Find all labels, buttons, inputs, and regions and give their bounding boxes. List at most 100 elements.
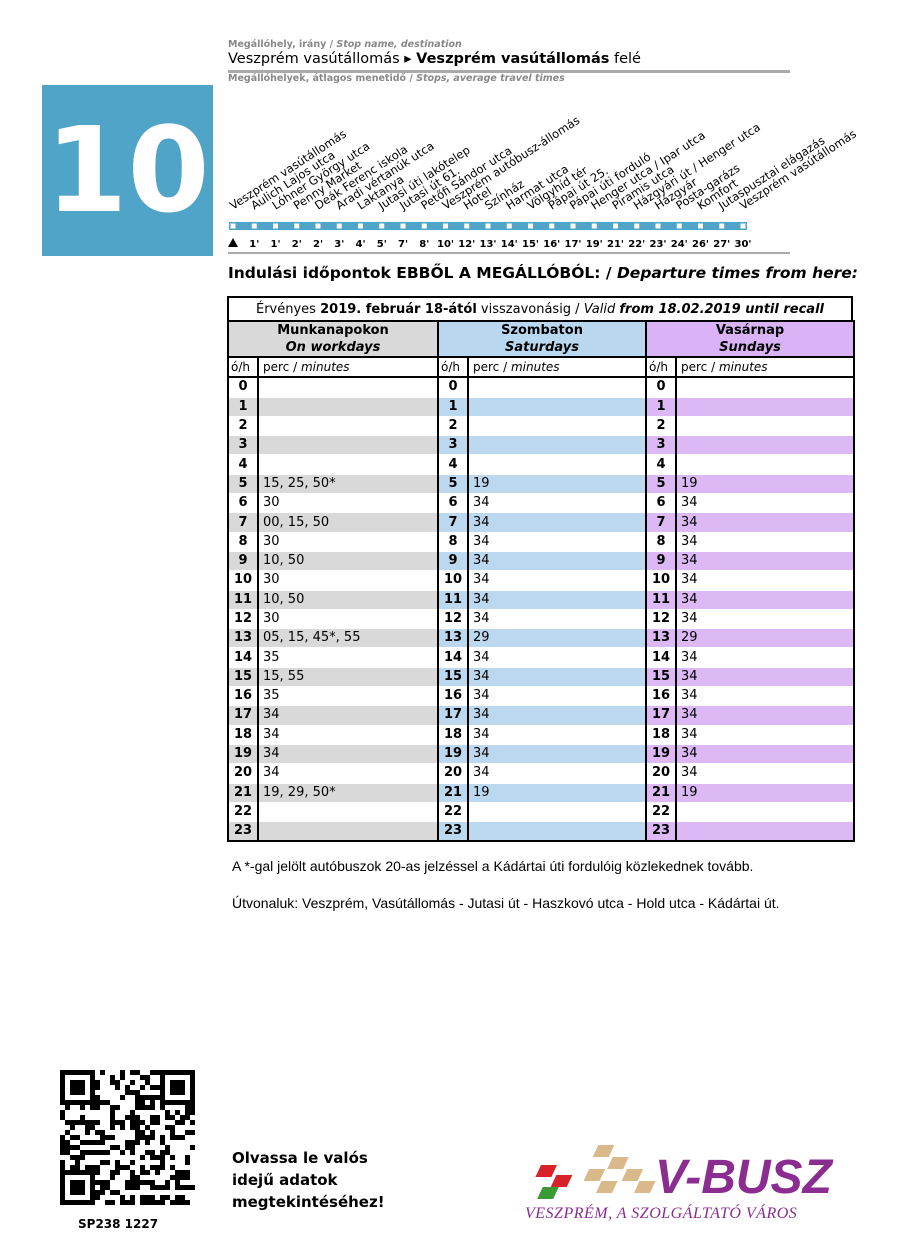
qr-module: [100, 1100, 105, 1105]
hour: 19: [646, 744, 678, 764]
qr-module: [185, 1175, 190, 1180]
rule: [228, 70, 790, 73]
stop-dot: [335, 222, 343, 230]
minutes: 15, 25, 50*: [258, 474, 439, 494]
qr-module: [130, 1200, 135, 1205]
minutes: [676, 802, 856, 822]
stop-label: Megállóhely, irány / Stop name, destinat…: [228, 39, 462, 50]
qr-module: [105, 1150, 110, 1155]
minutes: 34: [258, 705, 439, 726]
stop-time: 2': [292, 239, 302, 250]
minutes: 34: [676, 609, 856, 629]
qr-module: [145, 1200, 150, 1205]
qr-module: [115, 1165, 120, 1170]
stop-dot: [697, 222, 704, 230]
brand: V-BUSZ: [655, 1151, 832, 1204]
minutes: [676, 377, 856, 398]
day-header: Vasárnap Sundays: [645, 320, 856, 358]
qr-module: [175, 1195, 180, 1200]
minutes: 29: [468, 628, 648, 648]
minutes: 29: [676, 628, 856, 648]
hour-row: 9 10, 50 9 34 9 34: [228, 551, 856, 571]
qr-module: [145, 1150, 150, 1155]
qr-module: [170, 1155, 175, 1160]
qr-module: [185, 1115, 190, 1120]
hour: 4: [438, 454, 469, 475]
stop-time: 23': [650, 239, 667, 250]
stop-time: 8': [419, 239, 429, 250]
qr-module: [145, 1180, 150, 1185]
qr-module: [95, 1165, 100, 1170]
stop-time: 21': [607, 239, 624, 250]
stop-time: 5': [377, 239, 387, 250]
qr-module: [130, 1145, 135, 1150]
hour: 20: [438, 763, 469, 784]
stop-dot: [442, 222, 449, 230]
qr-module: [150, 1135, 155, 1140]
day-hu: Vasárnap: [715, 323, 785, 338]
qr-module: [155, 1170, 160, 1175]
hour: 13: [646, 628, 678, 648]
qr-module: [145, 1195, 150, 1200]
qr-module: [100, 1150, 105, 1155]
stop-dot: [484, 222, 492, 230]
qr-module: [95, 1150, 100, 1155]
hour: 23: [438, 821, 469, 842]
qr-module: [175, 1175, 180, 1180]
subheader-row: ó/h perc / minutes ó/h perc / minutes ó/h per…: [228, 357, 856, 378]
qr-module: [135, 1120, 140, 1125]
qr-module: [90, 1125, 95, 1130]
qr-module: [95, 1190, 100, 1195]
hour: 9: [646, 551, 678, 571]
qr-module: [70, 1135, 75, 1140]
qr-module: [120, 1165, 125, 1170]
hour-row: 11 10, 50 11 34 11 34: [228, 590, 856, 610]
qr-finder: [60, 1070, 95, 1105]
hour: 5: [646, 474, 678, 494]
stop-time: 4': [355, 239, 365, 250]
qr-module: [75, 1165, 80, 1170]
qr-module: [165, 1125, 170, 1130]
qr-module: [155, 1185, 160, 1190]
qr-module: [95, 1180, 100, 1185]
minutes: 34: [676, 667, 856, 687]
qr-module: [150, 1185, 155, 1190]
hour: 14: [646, 647, 678, 668]
minutes: 30: [258, 493, 439, 513]
hour: 16: [646, 686, 678, 706]
qr-module: [185, 1185, 190, 1190]
day-en: On workdays: [286, 340, 381, 355]
qr-module: [180, 1195, 185, 1200]
stop-dot: [314, 222, 322, 230]
qr-module: [85, 1140, 90, 1145]
qr-module: [130, 1120, 135, 1125]
hour: 2: [646, 416, 678, 436]
hour: 12: [438, 609, 469, 629]
qr-module: [125, 1200, 130, 1205]
validity-valid: Valid: [583, 302, 616, 317]
qr-module: [130, 1115, 135, 1120]
qr-module: [155, 1120, 160, 1125]
minutes: 34: [468, 705, 648, 726]
qr-module: [115, 1085, 120, 1090]
hour: 9: [438, 551, 469, 571]
hour-row: 15 15, 55 15 34 15 34: [228, 667, 856, 687]
qr-module: [85, 1130, 90, 1135]
minutes: 34: [468, 570, 648, 591]
qr-module: [110, 1110, 115, 1115]
minutes: 34: [468, 532, 648, 552]
qr-module: [90, 1150, 95, 1155]
qr-module: [70, 1145, 75, 1150]
hour: 23: [646, 821, 678, 842]
start-marker: [228, 238, 238, 247]
qr-module: [180, 1135, 185, 1140]
qr-module: [160, 1200, 165, 1205]
hour: 11: [438, 590, 469, 610]
qr-module: [125, 1145, 130, 1150]
minutes: 19, 29, 50*: [258, 783, 439, 803]
qr-module: [175, 1120, 180, 1125]
qr-module: [145, 1075, 150, 1080]
qr-module: [150, 1130, 155, 1135]
stop-time: 17': [565, 239, 582, 250]
hour: 17: [438, 705, 469, 726]
